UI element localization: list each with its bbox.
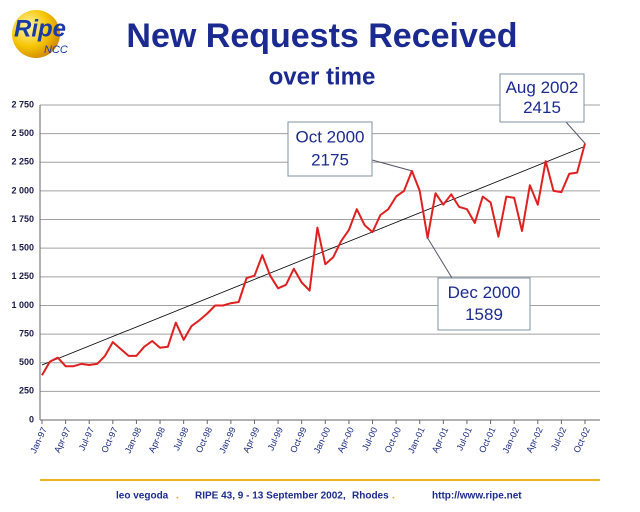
footer-dot: . xyxy=(392,491,395,502)
x-tick-label: Jan-02 xyxy=(500,426,521,455)
x-tick-label: Apr-02 xyxy=(524,426,544,455)
logo-sub: NCC xyxy=(44,44,68,56)
y-tick-label: 1 250 xyxy=(11,271,34,281)
x-tick-label: Oct-99 xyxy=(288,426,308,455)
callout-box xyxy=(437,277,531,331)
x-tick-label: Jan-97 xyxy=(28,426,49,455)
logo: Ripe NCC xyxy=(12,10,68,58)
callout-pointer xyxy=(427,237,453,279)
y-tick-label: 2 500 xyxy=(11,128,34,138)
y-tick-label: 2 250 xyxy=(11,157,34,167)
callout-pointer xyxy=(565,121,586,144)
series-line xyxy=(41,143,586,376)
chart-subtitle: over time xyxy=(269,63,376,90)
x-tick-label: Jul-97 xyxy=(77,426,96,452)
y-tick-label: 1 500 xyxy=(11,243,34,253)
callout-box xyxy=(499,73,585,123)
x-tick-label: Apr-00 xyxy=(335,426,355,455)
footer-place: Rhodes xyxy=(352,491,389,502)
footer: leo vegoda . RIPE 43, 9 - 13 September 2… xyxy=(116,491,522,502)
callout-pointer xyxy=(371,159,413,172)
y-tick-label: 500 xyxy=(19,357,34,367)
callout-label: Oct 2000 xyxy=(296,128,365,147)
x-tick-label: Jul-99 xyxy=(266,426,285,452)
y-tick-label: 0 xyxy=(29,414,34,424)
callout-box xyxy=(287,121,373,177)
logo-ball xyxy=(12,10,60,58)
x-tick-label: Oct-97 xyxy=(99,426,119,455)
y-tick-label: 1 750 xyxy=(11,214,34,224)
x-tick-label: Apr-99 xyxy=(241,426,261,455)
logo-name: Ripe xyxy=(14,15,66,42)
x-tick-label: Jan-00 xyxy=(312,426,333,455)
y-tick-label: 2 000 xyxy=(11,185,34,195)
x-tick-label: Apr-97 xyxy=(52,426,72,455)
footer-author: leo vegoda xyxy=(116,491,169,502)
x-tick-label: Oct-02 xyxy=(571,426,591,455)
x-tick-label: Oct-01 xyxy=(477,426,497,455)
x-tick-label: Jul-02 xyxy=(549,426,568,452)
callout-value: 2175 xyxy=(311,150,349,169)
footer-event: RIPE 43, 9 - 13 September 2002, xyxy=(195,491,346,502)
x-tick-label: Jan-98 xyxy=(123,426,144,455)
x-tick-label: Jan-99 xyxy=(217,426,238,455)
x-tick-label: Jan-01 xyxy=(406,426,427,455)
footer-dot: . xyxy=(176,491,179,502)
x-tick-label: Jul-00 xyxy=(360,426,379,452)
x-tick-label: Apr-98 xyxy=(147,426,167,455)
x-tick-label: Jul-01 xyxy=(454,426,473,452)
y-tick-label: 750 xyxy=(19,328,34,338)
x-tick-label: Jul-98 xyxy=(171,426,190,452)
callout-label: Aug 2002 xyxy=(506,78,579,97)
y-tick-label: 250 xyxy=(19,386,34,396)
chart-title: New Requests Received xyxy=(126,17,517,55)
footer-url: http://www.ripe.net xyxy=(432,491,522,502)
callout-value: 2415 xyxy=(523,98,561,117)
x-tick-label: Oct-00 xyxy=(383,426,403,455)
x-tick-label: Oct-98 xyxy=(194,426,214,455)
callout-label: Dec 2000 xyxy=(448,283,521,302)
y-tick-label: 2 750 xyxy=(11,99,34,109)
callout-value: 1589 xyxy=(465,305,503,324)
y-tick-label: 1 000 xyxy=(11,300,34,310)
x-tick-label: Apr-01 xyxy=(430,426,450,455)
